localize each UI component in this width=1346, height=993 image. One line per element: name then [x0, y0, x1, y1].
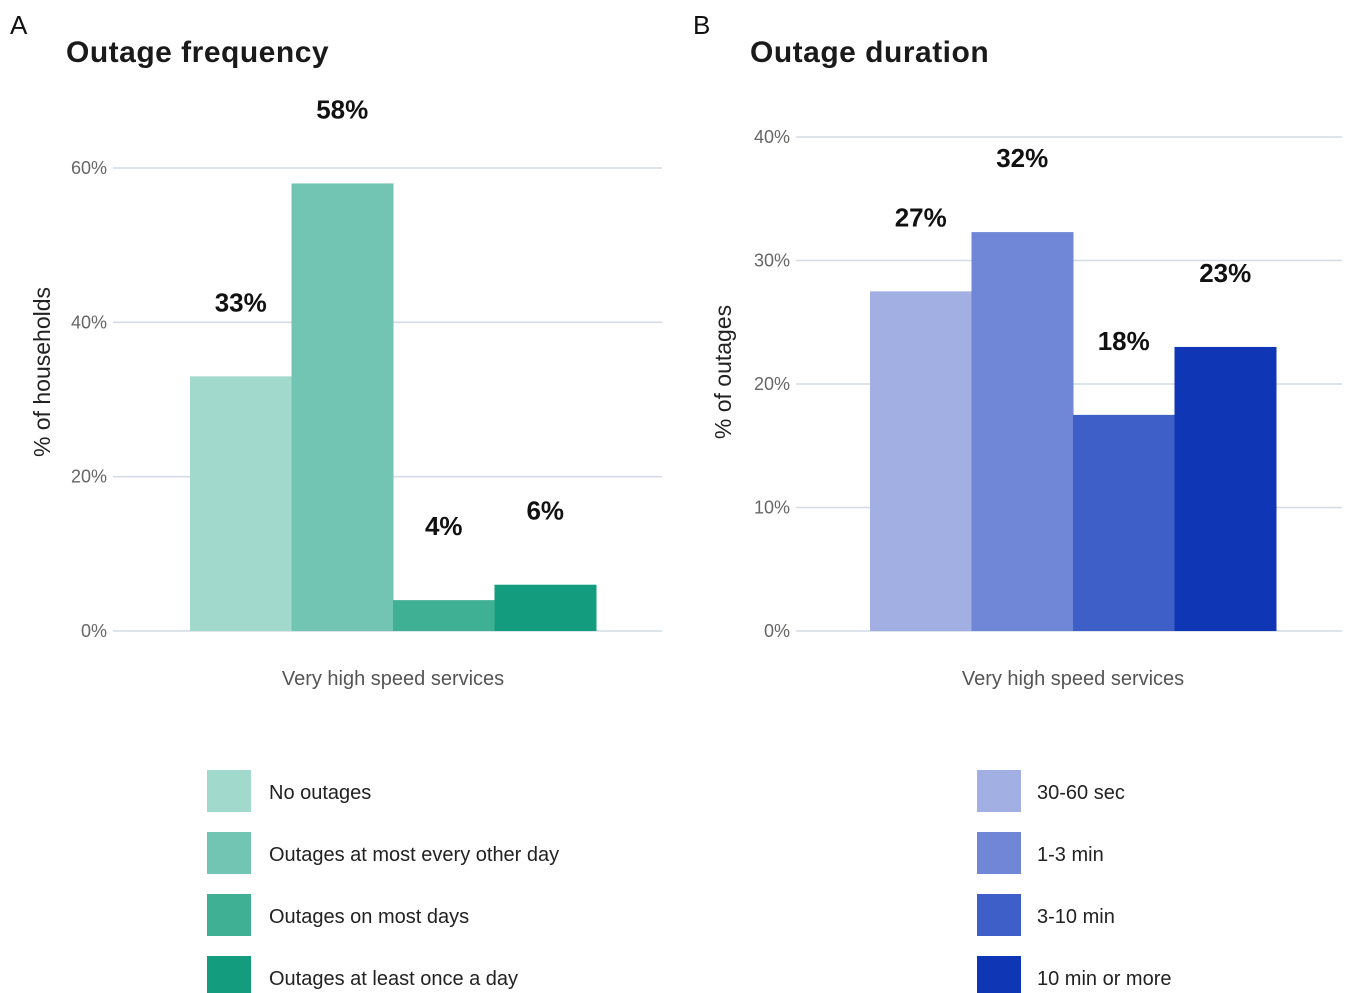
y-tick-label: 0% — [764, 621, 790, 641]
data-label: 58% — [316, 94, 368, 124]
y-tick-label: 20% — [71, 467, 107, 487]
legend-swatch — [207, 770, 251, 812]
data-label: 32% — [996, 143, 1048, 173]
bar-4 — [1174, 346, 1277, 631]
x-category-label: Very high speed services — [962, 668, 1184, 690]
bar-1 — [190, 376, 292, 631]
y-tick-label: 0% — [81, 621, 107, 641]
legend-swatch — [977, 832, 1021, 874]
bar-4 — [494, 584, 597, 631]
chart-title: Outage frequency — [66, 36, 329, 69]
bar-2 — [971, 232, 1074, 631]
chart-title: Outage duration — [750, 36, 989, 69]
y-axis-label: % of outages — [710, 305, 736, 439]
legend-entry: Outages on most days — [269, 906, 469, 928]
legend-entry: 30-60 sec — [1037, 782, 1125, 804]
data-label: 4% — [425, 511, 463, 541]
legend-swatch — [207, 894, 251, 936]
legend-entry: Outages at most every other day — [269, 844, 559, 866]
legend-entry: Outages at least once a day — [269, 968, 518, 990]
legend-entry: 10 min or more — [1037, 968, 1172, 990]
legend-swatch — [977, 956, 1021, 993]
panel-letter: B — [693, 10, 710, 40]
data-label: 33% — [215, 287, 267, 317]
y-tick-label: 40% — [754, 127, 790, 147]
y-axis-label: % of households — [29, 287, 55, 457]
y-tick-label: 20% — [754, 374, 790, 394]
legend-entry: 1-3 min — [1037, 844, 1104, 866]
legend-entry: No outages — [269, 782, 371, 804]
data-label: 18% — [1098, 326, 1150, 356]
y-tick-label: 30% — [754, 251, 790, 271]
data-label: 23% — [1199, 258, 1251, 288]
y-tick-label: 10% — [754, 498, 790, 518]
legend-swatch — [977, 770, 1021, 812]
y-tick-label: 60% — [71, 158, 107, 178]
bar-3 — [1073, 414, 1175, 631]
legend-swatch — [207, 956, 251, 993]
y-tick-label: 40% — [71, 312, 107, 332]
panel-letter: A — [10, 10, 28, 40]
data-label: 27% — [895, 202, 947, 232]
legend-entry: 3-10 min — [1037, 906, 1115, 928]
bar-2 — [291, 183, 394, 631]
legend-swatch — [207, 832, 251, 874]
legend-swatch — [977, 894, 1021, 936]
data-label: 6% — [526, 496, 564, 526]
x-category-label: Very high speed services — [282, 668, 504, 690]
bar-1 — [870, 291, 972, 631]
bar-3 — [393, 600, 495, 631]
